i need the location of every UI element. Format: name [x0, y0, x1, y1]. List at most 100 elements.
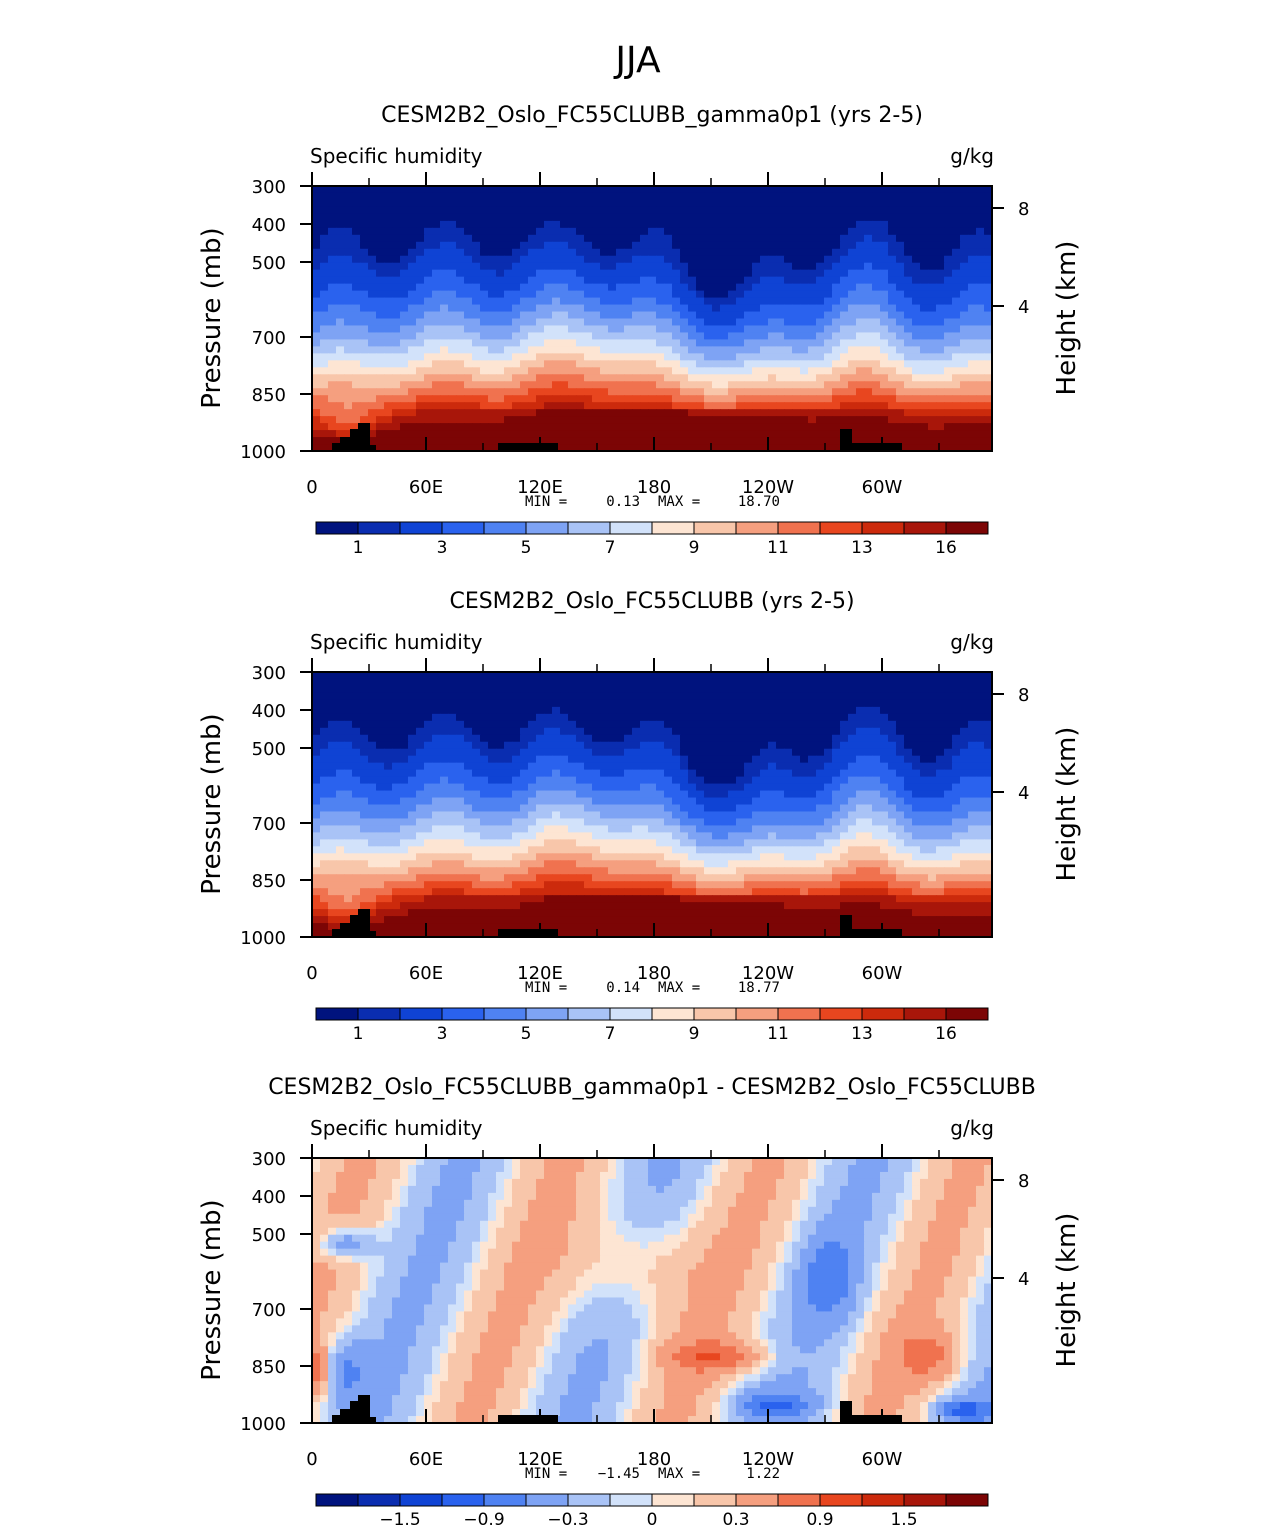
field-cell [472, 248, 481, 257]
field-cell [552, 769, 561, 778]
field-cell [616, 416, 625, 424]
field-cell [856, 437, 865, 445]
field-cell [728, 692, 737, 701]
field-cell [488, 699, 497, 708]
field-cell [728, 790, 737, 799]
field-cell [776, 409, 785, 417]
field-cell [504, 776, 513, 785]
field-cell [960, 241, 969, 250]
field-cell [904, 444, 913, 451]
field-cell [664, 290, 673, 299]
field-cell [680, 783, 689, 792]
field-cell [664, 213, 673, 222]
field-cell [968, 283, 977, 292]
field-cell [896, 685, 905, 694]
field-cell [552, 797, 561, 806]
field-cell [904, 332, 913, 341]
field-cell [624, 388, 633, 396]
field-cell [408, 206, 417, 215]
field-cell [448, 699, 457, 708]
field-cell [680, 444, 689, 451]
field-cell [848, 346, 857, 354]
field-cell [768, 234, 777, 243]
field-cell [536, 241, 545, 250]
field-cell [376, 304, 385, 313]
field-cell [632, 283, 641, 292]
field-cell [904, 241, 913, 250]
field-cell [792, 332, 801, 341]
field-cell [320, 283, 329, 292]
x-tick-label: 120W [742, 477, 794, 498]
field-cell [488, 748, 497, 757]
field-cell [584, 395, 593, 403]
field-cell [536, 748, 545, 757]
field-cell [616, 797, 625, 806]
field-cell [824, 332, 833, 341]
field-cell [880, 262, 889, 271]
field-cell [944, 409, 953, 417]
field-cell [456, 255, 465, 264]
field-cell [592, 699, 601, 708]
field-cell [600, 213, 609, 222]
field-cell [872, 734, 881, 743]
field-cell [736, 699, 745, 708]
field-cell [752, 692, 761, 701]
field-cell [480, 699, 489, 708]
field-cell [712, 776, 721, 785]
field-cell [984, 213, 992, 222]
field-cell [544, 297, 553, 306]
field-cell [944, 192, 953, 201]
field-cell [424, 762, 433, 771]
field-cell [624, 297, 633, 306]
field-cell [656, 186, 665, 194]
field-cell [472, 748, 481, 757]
field-cell [384, 213, 393, 222]
field-cell [344, 186, 353, 194]
field-cell [432, 234, 441, 243]
field-cell [496, 741, 505, 750]
field-cell [920, 755, 929, 764]
field-cell [720, 360, 729, 368]
field-cell [560, 220, 569, 229]
field-cell [400, 248, 409, 257]
field-cell [592, 325, 601, 334]
field-cell [776, 776, 785, 785]
field-cell [528, 206, 537, 215]
field-cell [488, 430, 497, 438]
field-cell [840, 727, 849, 736]
field-cell [440, 283, 449, 292]
field-cell [328, 804, 337, 813]
field-cell [592, 755, 601, 764]
field-cell [504, 734, 513, 743]
field-cell [760, 360, 769, 368]
field-cell [648, 713, 657, 722]
field-cell [768, 276, 777, 285]
field-cell [736, 672, 745, 680]
field-cell [424, 227, 433, 236]
field-cell [320, 199, 329, 208]
field-cell [704, 776, 713, 785]
field-cell [432, 325, 441, 334]
field-cell [560, 727, 569, 736]
field-cell [528, 685, 537, 694]
field-cell [416, 269, 425, 278]
field-cell [496, 762, 505, 771]
field-cell [472, 192, 481, 201]
field-cell [848, 339, 857, 347]
field-cell [312, 430, 321, 438]
field-cell [968, 769, 977, 778]
field-cell [344, 409, 353, 417]
field-cell [776, 727, 785, 736]
field-cell [744, 360, 753, 368]
field-cell [568, 762, 577, 771]
field-cell [952, 388, 961, 396]
field-cell [832, 346, 841, 354]
field-cell [328, 234, 337, 243]
field-cell [376, 192, 385, 201]
field-cell [824, 790, 833, 799]
field-cell [544, 234, 553, 243]
field-cell [752, 741, 761, 750]
field-cell [840, 311, 849, 320]
field-cell [728, 206, 737, 215]
field-cell [448, 437, 457, 445]
